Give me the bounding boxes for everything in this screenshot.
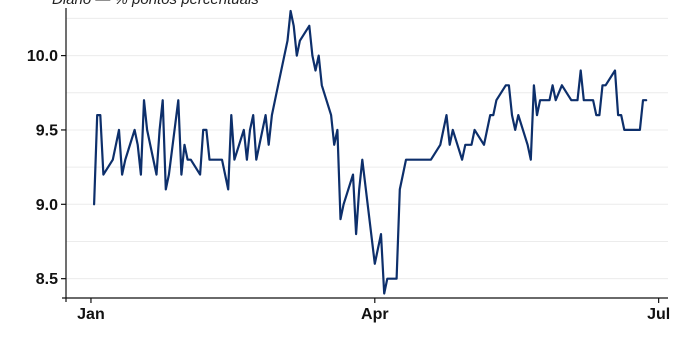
grid xyxy=(66,17,668,280)
x-tick-label: Apr xyxy=(361,306,389,323)
y-tick-label: 9.5 xyxy=(36,122,58,139)
series-line xyxy=(92,9,648,295)
y-tick-label: 9.0 xyxy=(36,197,58,214)
chart-subtitle: Diário — % pontos percentuais xyxy=(52,0,259,8)
y-tick-label: 8.5 xyxy=(36,271,58,288)
x-tick-label: Jan xyxy=(77,306,105,323)
x-axis: Jan Apr Jul xyxy=(62,297,670,323)
series-line-group xyxy=(92,9,648,295)
x-tick-label: Jul xyxy=(647,306,670,323)
y-tick-label: 10.0 xyxy=(27,48,58,65)
y-axis: 8.5 9.0 9.5 10.0 xyxy=(27,8,67,302)
